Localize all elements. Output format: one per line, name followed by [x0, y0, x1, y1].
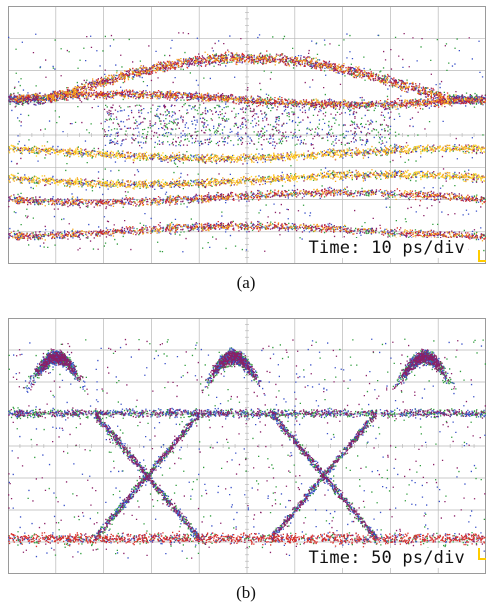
traces-b	[8, 338, 486, 559]
timebase-label-b: Time: 50 ps/div	[305, 548, 468, 568]
traces-a	[8, 32, 486, 253]
trace-density-layer-3	[10, 50, 486, 241]
grid-a	[8, 6, 486, 264]
eye-diagram-a: Time: 10 ps/div	[8, 6, 486, 264]
trace-density-layer-2	[8, 338, 486, 559]
eye-diagram-a-plot	[8, 6, 486, 264]
trace-density-layer-4	[8, 51, 486, 242]
eye-diagram-b-plot	[8, 318, 486, 574]
eye-diagram-b: Time: 50 ps/div	[8, 318, 486, 574]
trigger-marker-a	[478, 250, 486, 262]
timebase-label-a: Time: 10 ps/div	[305, 238, 468, 258]
trigger-marker-b	[478, 548, 486, 560]
trace-density-layer-3	[8, 530, 486, 548]
caption-a: (a)	[236, 273, 256, 292]
caption-b: (b)	[236, 583, 256, 602]
plot-frame	[8, 318, 486, 574]
plot-frame	[8, 6, 486, 264]
